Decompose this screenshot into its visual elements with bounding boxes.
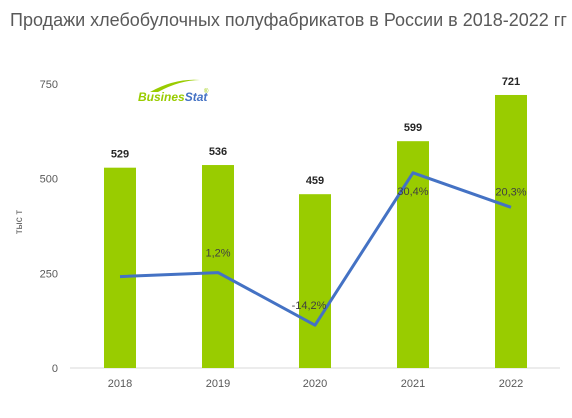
bar-value-label: 599: [404, 122, 422, 134]
bar: [104, 167, 136, 368]
x-tick-label: 2021: [401, 378, 425, 390]
y-tick-label: 0: [52, 363, 58, 375]
y-axis-label: тыс т: [14, 210, 25, 235]
chart-title: Продажи хлебобулочных полуфабрикатов в Р…: [10, 10, 567, 30]
bar-value-label: 529: [111, 149, 129, 161]
bar-value-label: 721: [502, 76, 520, 88]
businesstat-logo: BusinesStat ®: [138, 79, 209, 104]
x-tick-label: 2019: [206, 378, 230, 390]
growth-line: [119, 171, 512, 327]
growth-value-label: 30,4%: [397, 186, 428, 198]
bar-value-label: 536: [209, 146, 227, 158]
logo-text-accent: Stat: [185, 90, 209, 104]
bar: [397, 141, 429, 368]
growth-value-label: 20,3%: [495, 186, 526, 198]
x-tick-label: 2018: [108, 378, 132, 390]
logo-text-main: Busines: [138, 90, 185, 104]
x-tick-label: 2020: [303, 378, 327, 390]
x-tick-label: 2022: [499, 378, 523, 390]
y-tick-label: 250: [40, 268, 58, 280]
svg-text:BusinesStat: BusinesStat: [138, 90, 208, 104]
bar: [202, 165, 234, 368]
logo-mark: ®: [204, 88, 209, 95]
y-tick-label: 500: [40, 174, 58, 186]
growth-value-label: -14,2%: [292, 300, 327, 312]
y-tick-label: 750: [40, 79, 58, 91]
growth-value-label: 1,2%: [205, 248, 230, 260]
bar-value-label: 459: [306, 175, 324, 187]
logo-swoosh: [150, 79, 200, 92]
bar: [299, 194, 331, 368]
bar: [495, 94, 527, 369]
